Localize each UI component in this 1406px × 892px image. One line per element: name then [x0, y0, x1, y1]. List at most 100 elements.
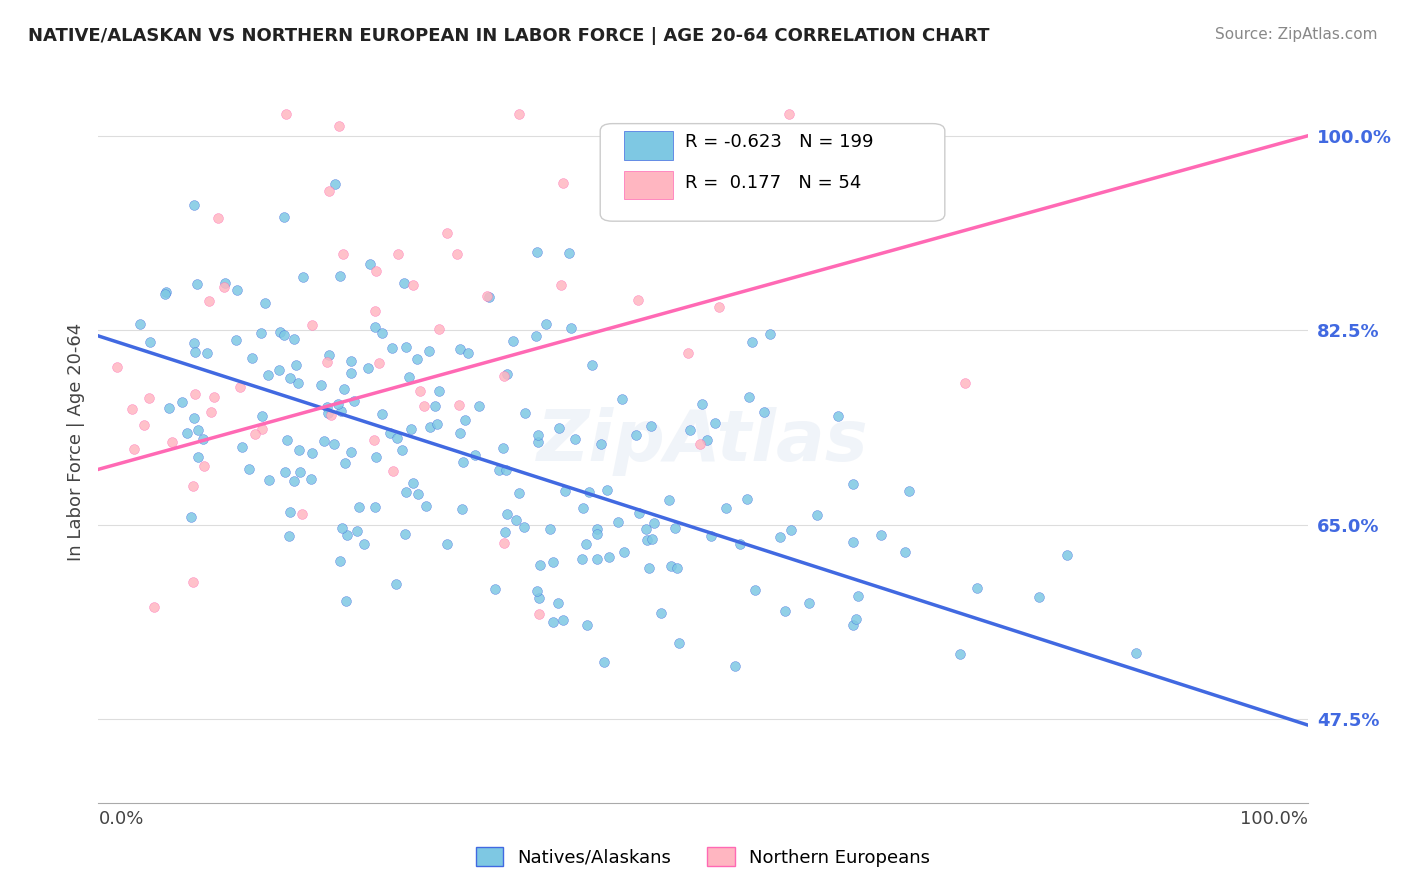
Point [505, 513, 527, 527]
Point [773, 604, 796, 618]
Point [659, 559, 682, 574]
Point [259, 473, 281, 487]
Point [426, 417, 449, 431]
Point [287, 376, 309, 390]
Point [558, 246, 581, 260]
Point [842, 618, 865, 632]
Point [610, 392, 633, 406]
Point [1028, 590, 1050, 604]
Point [318, 184, 340, 198]
Point [541, 615, 564, 629]
Point [492, 369, 515, 384]
Point [449, 426, 471, 441]
Point [333, 456, 356, 470]
Point [1056, 548, 1078, 562]
Point [181, 574, 204, 589]
Point [180, 510, 202, 524]
Point [502, 334, 524, 348]
Point [347, 500, 370, 514]
Point [529, 558, 551, 572]
Point [173, 825, 195, 839]
Point [269, 325, 291, 339]
Point [966, 581, 988, 595]
Point [689, 437, 711, 451]
Point [243, 426, 266, 441]
Point [586, 522, 609, 536]
Point [155, 285, 177, 299]
Point [779, 106, 801, 120]
Point [423, 399, 446, 413]
Point [526, 434, 548, 449]
Point [314, 434, 336, 448]
Point [238, 461, 260, 475]
Point [278, 504, 301, 518]
Point [418, 343, 440, 358]
Point [560, 321, 582, 335]
Point [184, 387, 207, 401]
Point [328, 119, 350, 133]
Point [402, 476, 425, 491]
Point [276, 433, 298, 447]
Point [893, 544, 915, 558]
Point [240, 351, 263, 365]
Text: R =  0.177   N = 54: R = 0.177 N = 54 [685, 174, 862, 192]
Point [678, 346, 700, 360]
FancyBboxPatch shape [600, 124, 945, 221]
Point [637, 561, 659, 575]
Point [436, 226, 458, 240]
Point [139, 334, 162, 349]
Point [842, 477, 865, 491]
Point [607, 515, 630, 529]
Point [488, 463, 510, 477]
Point [650, 606, 672, 620]
Point [464, 448, 486, 462]
FancyBboxPatch shape [624, 131, 672, 160]
Point [451, 501, 474, 516]
Point [446, 247, 468, 261]
Point [598, 549, 620, 564]
Point [436, 537, 458, 551]
Point [387, 246, 409, 260]
Point [332, 247, 354, 261]
Point [709, 300, 731, 314]
Point [181, 479, 204, 493]
Point [278, 371, 301, 385]
Point [316, 406, 339, 420]
Point [142, 599, 165, 614]
Point [627, 293, 650, 308]
Point [953, 376, 976, 390]
Point [541, 555, 564, 569]
Point [526, 245, 548, 260]
Point [690, 397, 713, 411]
Point [292, 269, 315, 284]
Point [752, 405, 775, 419]
Point [415, 499, 437, 513]
Point [381, 341, 404, 355]
Point [454, 413, 477, 427]
Point [138, 391, 160, 405]
Point [231, 440, 253, 454]
Point [551, 613, 574, 627]
Point [641, 532, 664, 546]
Point [724, 659, 747, 673]
Point [129, 317, 152, 331]
Point [468, 399, 491, 413]
Point [870, 528, 893, 542]
Point [427, 384, 450, 399]
Point [187, 450, 209, 464]
Point [283, 474, 305, 488]
Point [513, 520, 536, 534]
Point [806, 508, 828, 522]
Point [797, 596, 820, 610]
Point [385, 576, 408, 591]
Point [613, 545, 636, 559]
Point [897, 483, 920, 498]
Point [333, 382, 356, 396]
Point [457, 346, 479, 360]
Point [636, 533, 658, 547]
Point [492, 441, 515, 455]
Point [343, 394, 366, 409]
Point [513, 406, 536, 420]
Point [668, 636, 690, 650]
Point [949, 647, 972, 661]
